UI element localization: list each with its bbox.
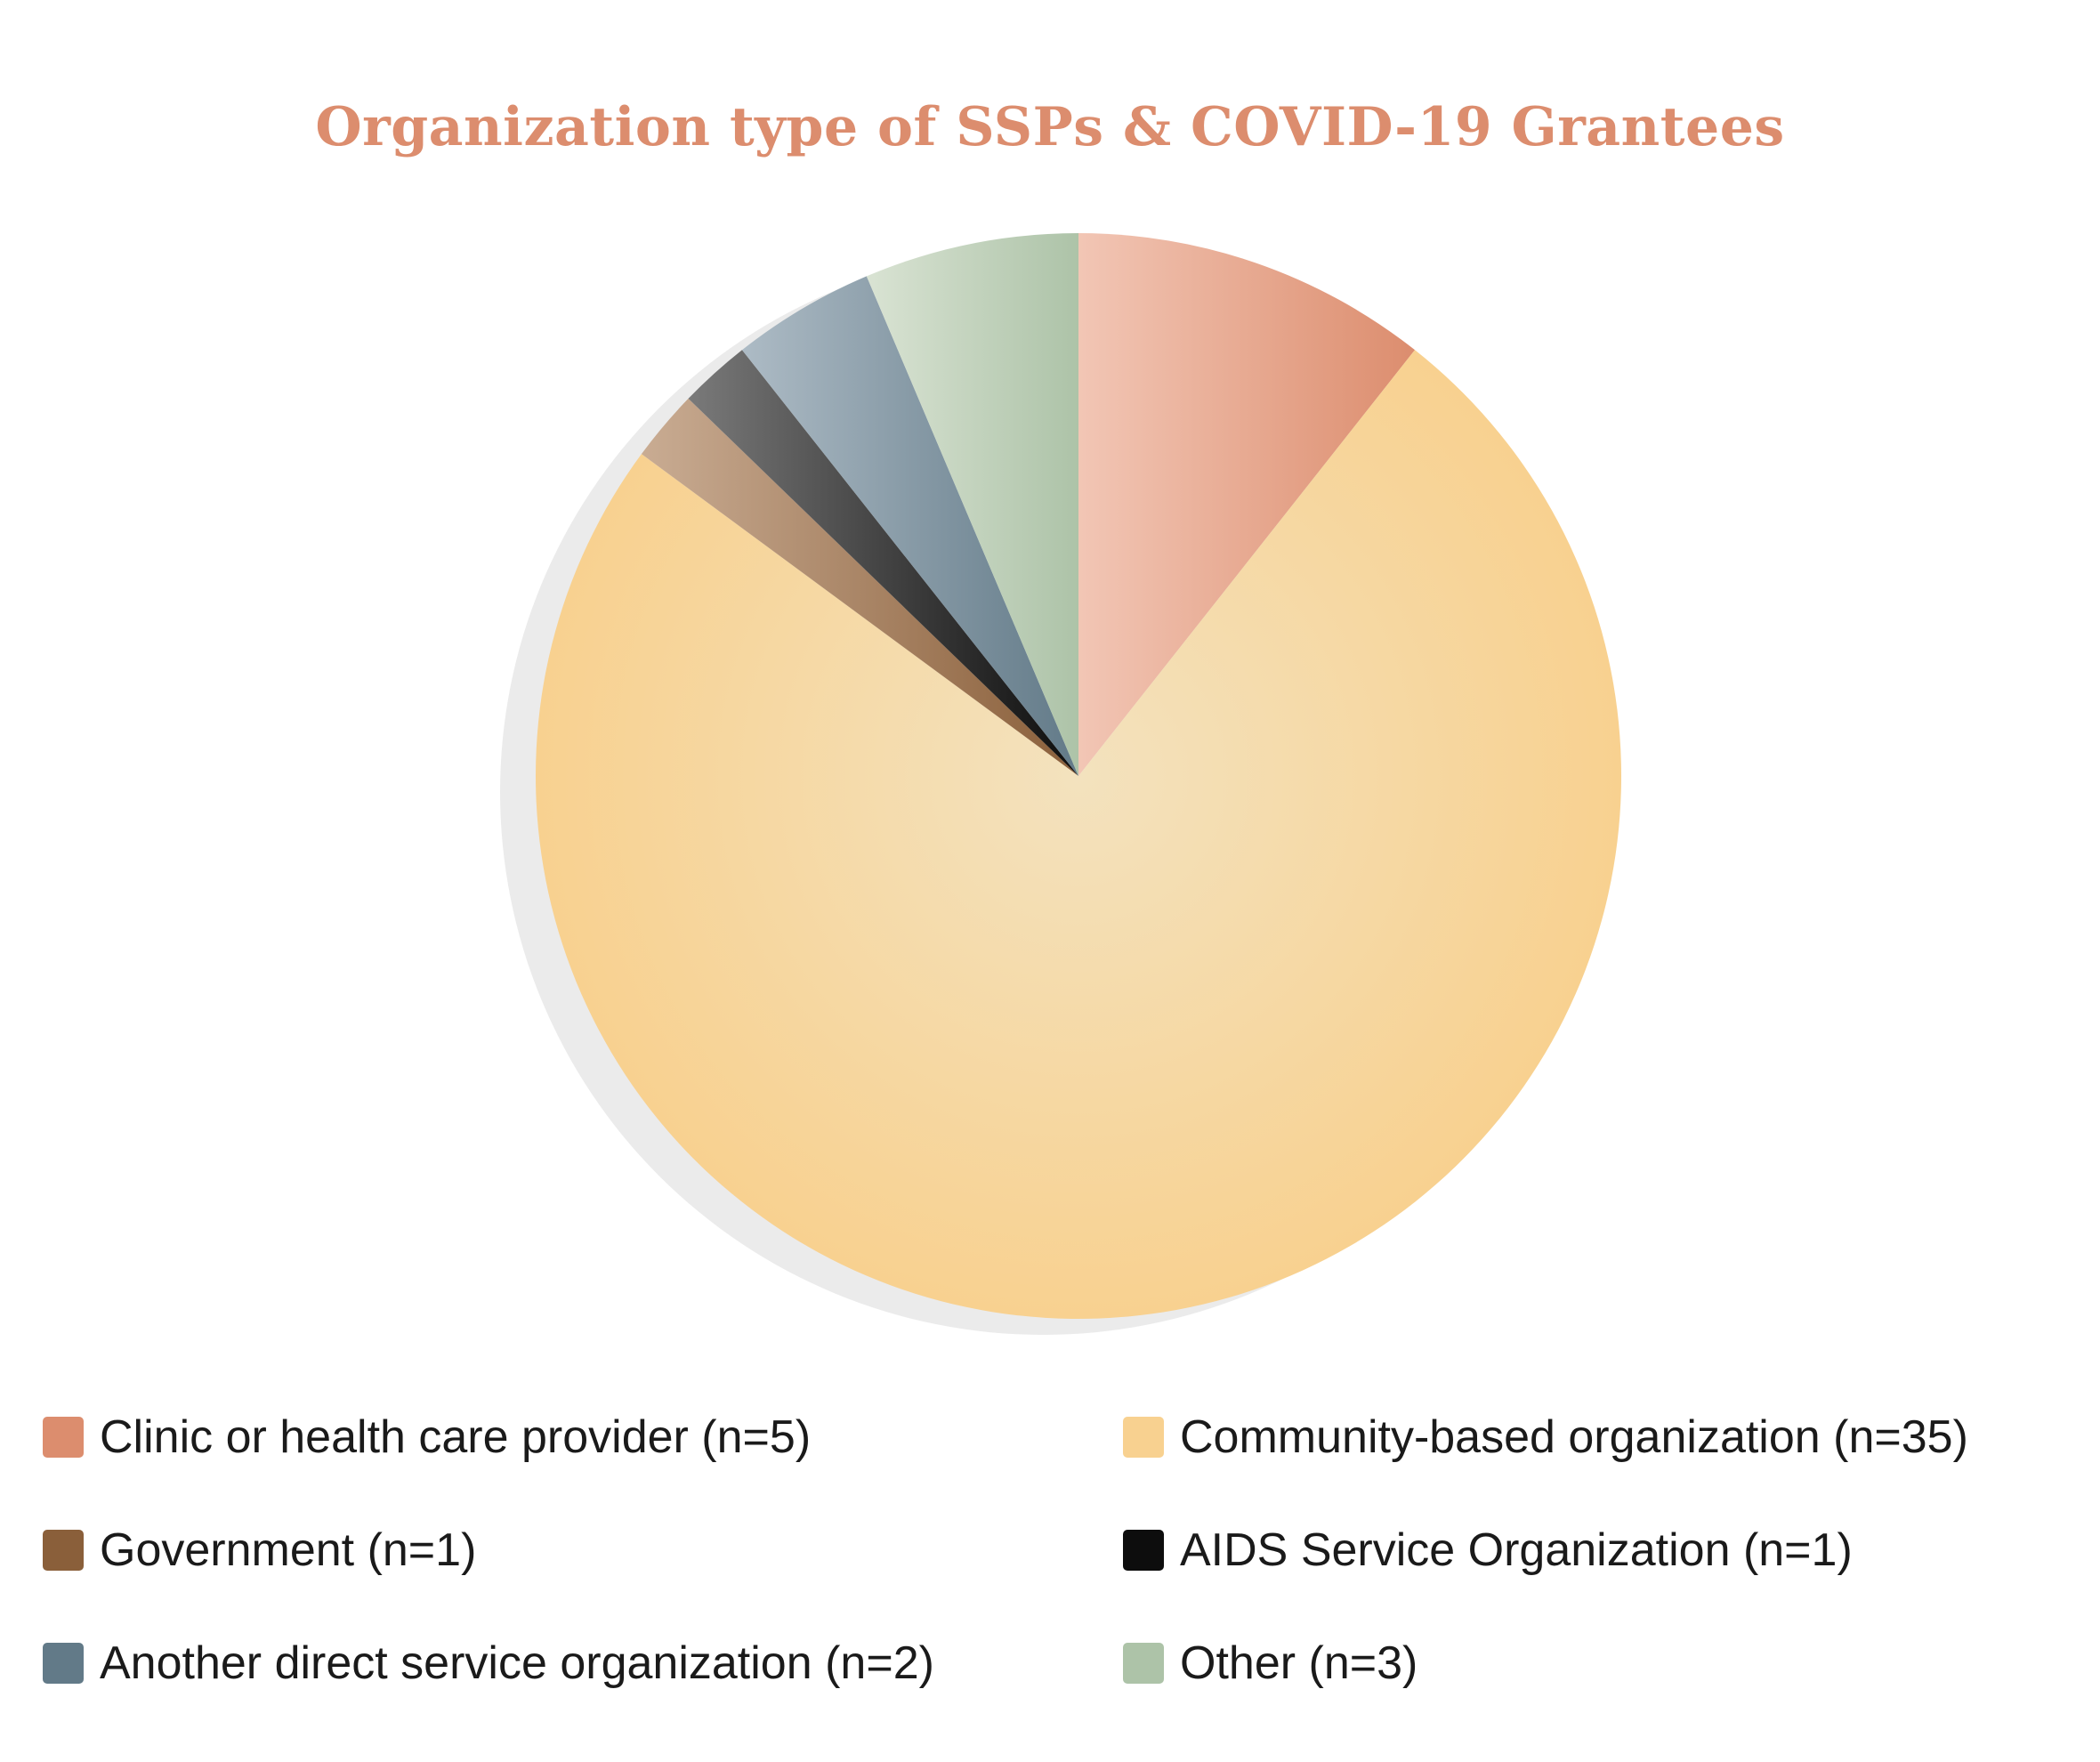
legend-item-other: Other (n=3): [1123, 1632, 1418, 1694]
pie-chart: [500, 232, 1622, 1335]
pie-slice-clinic-or-health-care-provider: [1078, 233, 1416, 776]
legend-swatch: [43, 1417, 84, 1458]
pie-slice-another-direct-service-organization: [741, 276, 1078, 776]
legend-swatch: [1123, 1530, 1164, 1571]
legend-label: Clinic or health care provider (n=5): [100, 1411, 812, 1463]
legend: Clinic or health care provider (n=5) Comm…: [0, 1406, 2100, 1762]
legend-swatch: [43, 1643, 84, 1684]
legend-item-clinic-or-health-care-provider: Clinic or health care provider (n=5): [43, 1406, 811, 1468]
legend-label: Other (n=3): [1180, 1637, 1418, 1689]
legend-item-community-based-organization: Community-based organization (n=35): [1123, 1406, 1968, 1468]
legend-swatch: [1123, 1643, 1164, 1684]
legend-item-government: Government (n=1): [43, 1519, 476, 1581]
legend-label: Government (n=1): [100, 1524, 477, 1576]
legend-label: AIDS Service Organization (n=1): [1180, 1524, 1853, 1576]
legend-swatch: [1123, 1417, 1164, 1458]
pie-slice-community-based-organization: [536, 350, 1622, 1319]
legend-item-another-direct-service-organization: Another direct service organization (n=2…: [43, 1632, 934, 1694]
pie-slice-other: [866, 232, 1078, 776]
chart-title: Organization type of SSPs & COVID-19 Gra…: [315, 96, 1785, 158]
legend-label: Another direct service organization (n=2…: [100, 1637, 934, 1689]
legend-swatch: [43, 1530, 84, 1571]
pie-slice-aids-service-organization: [688, 350, 1078, 776]
legend-label: Community-based organization (n=35): [1180, 1411, 1968, 1463]
legend-item-aids-service-organization: AIDS Service Organization (n=1): [1123, 1519, 1853, 1581]
pie-slice-government: [641, 398, 1078, 776]
